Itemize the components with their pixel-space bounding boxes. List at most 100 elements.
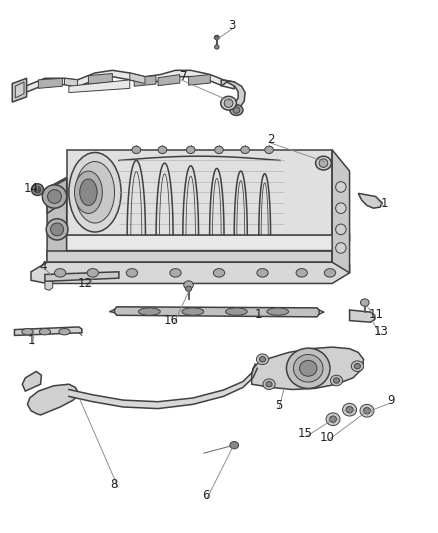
Polygon shape — [12, 78, 27, 102]
Ellipse shape — [333, 378, 339, 383]
Polygon shape — [158, 75, 180, 86]
Ellipse shape — [226, 308, 247, 316]
Ellipse shape — [286, 348, 330, 389]
Ellipse shape — [259, 357, 265, 362]
Polygon shape — [39, 78, 62, 88]
Ellipse shape — [233, 107, 240, 114]
Ellipse shape — [343, 403, 357, 416]
Text: 9: 9 — [387, 393, 395, 407]
Polygon shape — [88, 74, 113, 84]
Ellipse shape — [336, 243, 346, 253]
Ellipse shape — [293, 354, 323, 382]
Text: 4: 4 — [39, 260, 46, 273]
Ellipse shape — [170, 269, 181, 277]
Ellipse shape — [360, 405, 374, 417]
Ellipse shape — [50, 223, 64, 236]
Polygon shape — [47, 251, 332, 262]
Ellipse shape — [316, 156, 331, 170]
Ellipse shape — [364, 408, 371, 414]
Polygon shape — [64, 78, 78, 87]
Text: 3: 3 — [228, 19, 236, 32]
Polygon shape — [47, 179, 67, 214]
Ellipse shape — [224, 99, 233, 108]
Ellipse shape — [214, 35, 219, 39]
Text: 16: 16 — [164, 314, 179, 327]
Polygon shape — [69, 364, 257, 409]
Ellipse shape — [46, 219, 68, 240]
Ellipse shape — [54, 269, 66, 277]
Ellipse shape — [42, 185, 67, 208]
Ellipse shape — [265, 146, 273, 154]
Ellipse shape — [324, 269, 336, 277]
Ellipse shape — [296, 269, 307, 277]
Ellipse shape — [35, 187, 41, 193]
Ellipse shape — [47, 190, 61, 204]
Ellipse shape — [346, 407, 353, 413]
Text: 10: 10 — [319, 431, 334, 444]
Ellipse shape — [267, 308, 289, 316]
Polygon shape — [67, 150, 332, 235]
Text: 1: 1 — [254, 308, 262, 321]
Ellipse shape — [138, 308, 160, 316]
Text: 7: 7 — [180, 70, 188, 83]
Polygon shape — [252, 347, 364, 390]
Polygon shape — [350, 310, 375, 322]
Ellipse shape — [336, 182, 346, 192]
Ellipse shape — [221, 96, 237, 110]
Ellipse shape — [354, 364, 360, 369]
Ellipse shape — [360, 299, 369, 306]
Ellipse shape — [132, 146, 141, 154]
Polygon shape — [115, 307, 319, 317]
Ellipse shape — [32, 184, 44, 196]
Polygon shape — [221, 80, 245, 112]
Polygon shape — [14, 327, 82, 335]
Text: 1: 1 — [381, 197, 388, 211]
Ellipse shape — [182, 308, 204, 316]
Ellipse shape — [184, 281, 193, 289]
Polygon shape — [69, 80, 130, 93]
Ellipse shape — [300, 360, 317, 376]
Ellipse shape — [186, 146, 195, 154]
Polygon shape — [134, 76, 156, 86]
Text: 2: 2 — [268, 133, 275, 146]
Ellipse shape — [215, 45, 219, 49]
Text: 11: 11 — [369, 308, 384, 321]
Ellipse shape — [80, 179, 97, 206]
Ellipse shape — [330, 375, 343, 386]
Polygon shape — [19, 86, 25, 98]
Polygon shape — [25, 70, 234, 93]
Ellipse shape — [230, 105, 243, 115]
Polygon shape — [358, 193, 382, 208]
Text: 1: 1 — [27, 334, 35, 347]
Ellipse shape — [69, 152, 121, 232]
Ellipse shape — [185, 286, 191, 292]
Polygon shape — [188, 75, 210, 85]
Ellipse shape — [351, 361, 364, 372]
Ellipse shape — [39, 328, 50, 335]
Polygon shape — [47, 177, 67, 262]
Ellipse shape — [215, 146, 223, 154]
Polygon shape — [15, 82, 24, 98]
Ellipse shape — [230, 441, 239, 449]
Ellipse shape — [263, 379, 275, 390]
Ellipse shape — [241, 146, 250, 154]
Ellipse shape — [319, 159, 328, 167]
Ellipse shape — [158, 146, 167, 154]
Polygon shape — [22, 372, 42, 391]
Ellipse shape — [256, 354, 268, 365]
Ellipse shape — [257, 269, 268, 277]
Ellipse shape — [126, 269, 138, 277]
Ellipse shape — [59, 328, 70, 335]
Ellipse shape — [22, 328, 33, 335]
Ellipse shape — [87, 269, 99, 277]
Ellipse shape — [326, 413, 340, 425]
Polygon shape — [28, 384, 79, 415]
Text: 14: 14 — [24, 182, 39, 195]
Polygon shape — [332, 150, 350, 273]
Ellipse shape — [329, 416, 336, 422]
Text: 8: 8 — [110, 479, 117, 491]
Text: 5: 5 — [276, 399, 283, 412]
Ellipse shape — [266, 382, 272, 387]
Text: 15: 15 — [298, 427, 313, 440]
Text: 12: 12 — [78, 277, 92, 290]
